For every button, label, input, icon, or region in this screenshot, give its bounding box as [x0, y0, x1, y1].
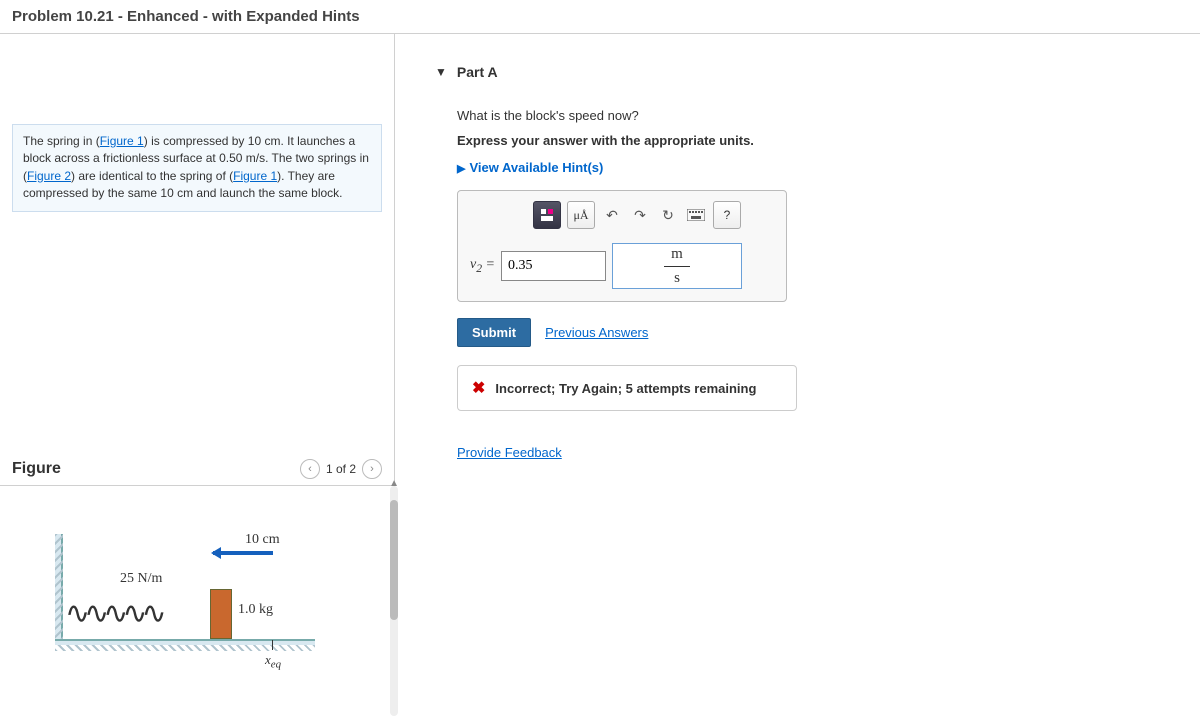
value-input[interactable]: [501, 251, 606, 281]
reset-button[interactable]: ↻: [657, 204, 679, 226]
figure-2-link[interactable]: Figure 2: [27, 169, 71, 183]
spring-icon: ∿∿∿∿∿: [65, 599, 161, 629]
keyboard-button[interactable]: [685, 204, 707, 226]
problem-statement: The spring in (Figure 1) is compressed b…: [12, 124, 382, 212]
xeq-label: xeq: [265, 652, 281, 671]
chevron-right-icon: ▶: [457, 163, 465, 175]
keyboard-icon: [687, 209, 705, 221]
incorrect-icon: ✖: [472, 378, 485, 398]
help-button[interactable]: ?: [713, 201, 741, 229]
part-label: Part A: [457, 64, 498, 80]
next-figure-button[interactable]: ›: [362, 459, 382, 479]
figure-header: Figure ‹ 1 of 2 ›: [0, 459, 394, 486]
block-icon: [210, 589, 232, 639]
part-header[interactable]: ▼ Part A: [435, 54, 1180, 80]
question-instruction: Express your answer with the appropriate…: [457, 133, 1180, 148]
undo-button[interactable]: ↶: [601, 204, 623, 226]
prev-figure-button[interactable]: ‹: [300, 459, 320, 479]
feedback-box: ✖ Incorrect; Try Again; 5 attempts remai…: [457, 365, 797, 411]
spring-constant-label: 25 N/m: [120, 571, 162, 587]
fraction-line: [664, 266, 690, 267]
mass-label: 1.0 kg: [238, 602, 273, 618]
answer-toolbar: μÅ ↶ ↷ ↻ ?: [500, 201, 774, 229]
answer-box: μÅ ↶ ↷ ↻ ? v2 = m: [457, 190, 787, 302]
figure-1-link-b[interactable]: Figure 1: [233, 169, 277, 183]
units-input[interactable]: m s: [612, 243, 742, 289]
figure-title: Figure: [12, 460, 61, 478]
figure-diagram: 10 cm 25 N/m ∿∿∿∿∿ 1.0 kg xeq: [55, 524, 315, 684]
previous-answers-link[interactable]: Previous Answers: [545, 325, 648, 340]
templates-button[interactable]: [533, 201, 561, 229]
arrow-icon: [213, 551, 273, 555]
collapse-caret-icon[interactable]: ▼: [435, 65, 447, 79]
question-text: What is the block's speed now?: [457, 108, 1180, 123]
problem-title: Problem 10.21 - Enhanced - with Expanded…: [12, 8, 1188, 25]
answer-row: v2 = m s: [470, 243, 774, 289]
right-panel: ▼ Part A What is the block's speed now? …: [395, 34, 1200, 691]
unit-denominator: s: [674, 270, 680, 287]
templates-icon: [539, 207, 555, 223]
figure-1-link[interactable]: Figure 1: [100, 134, 144, 148]
redo-button[interactable]: ↷: [629, 204, 651, 226]
left-panel: The spring in (Figure 1) is compressed b…: [0, 34, 395, 691]
unit-numerator: m: [671, 246, 683, 263]
distance-label: 10 cm: [245, 532, 280, 548]
submit-button[interactable]: Submit: [457, 318, 531, 347]
symbols-button[interactable]: μÅ: [567, 201, 595, 229]
feedback-text: Incorrect; Try Again; 5 attempts remaini…: [495, 381, 756, 396]
figure-pager: ‹ 1 of 2 ›: [300, 459, 382, 479]
variable-label: v2 =: [470, 257, 495, 275]
page-header: Problem 10.21 - Enhanced - with Expanded…: [0, 0, 1200, 34]
view-hints-link[interactable]: ▶View Available Hint(s): [457, 160, 1180, 175]
provide-feedback-link[interactable]: Provide Feedback: [457, 445, 562, 460]
